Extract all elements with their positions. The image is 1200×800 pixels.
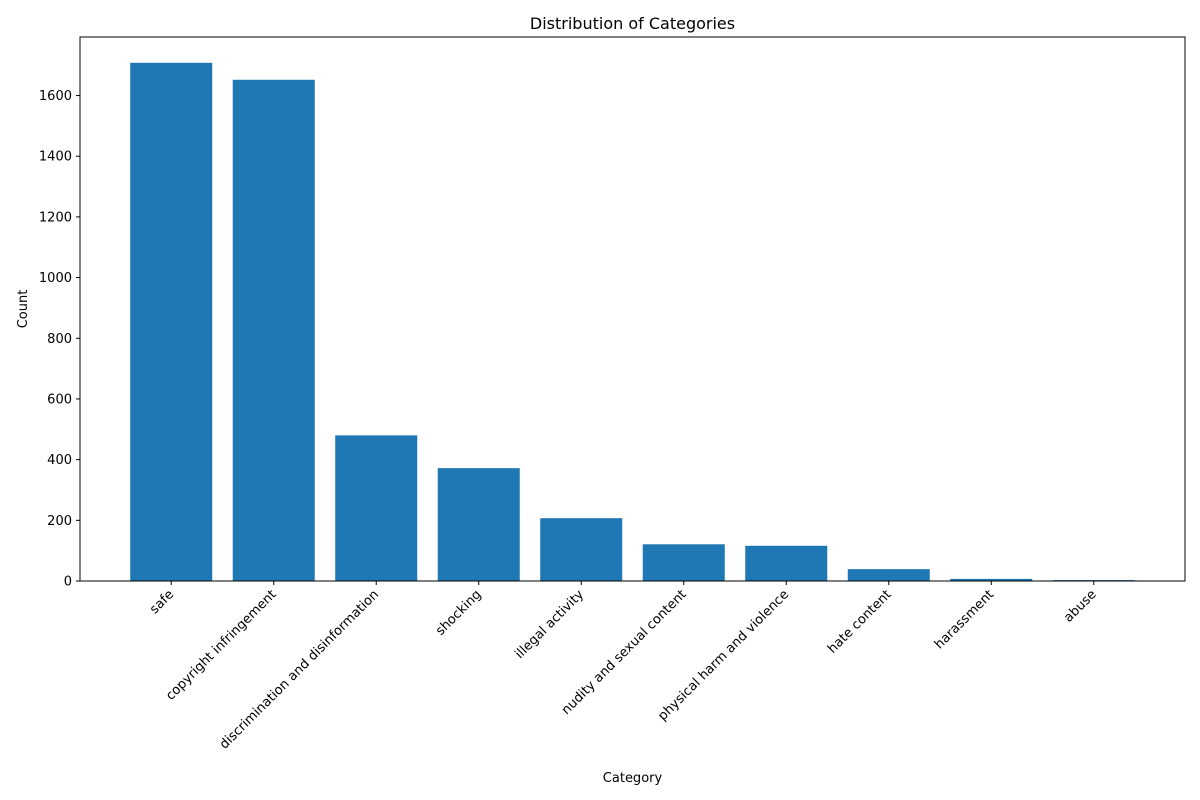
bar (232, 79, 315, 582)
bar (130, 62, 213, 581)
y-axis-title: Count (16, 290, 31, 329)
bar (540, 518, 623, 581)
bar (745, 545, 828, 581)
y-tick-label: 1200 (39, 210, 72, 225)
bar (642, 544, 725, 581)
y-tick-label: 800 (47, 332, 72, 347)
y-tick-label: 1000 (39, 271, 72, 286)
chart-title: Distribution of Categories (530, 14, 735, 33)
bar (847, 569, 930, 581)
plot-frame (79, 36, 1186, 582)
x-axis-title: Category (603, 771, 663, 786)
bar (950, 578, 1033, 581)
y-tick-label: 1400 (39, 150, 72, 165)
y-tick-label: 400 (47, 453, 72, 468)
bar (335, 435, 418, 581)
y-tick-label: 200 (47, 514, 72, 529)
y-tick-label: 1600 (39, 89, 72, 104)
y-tick-label: 600 (47, 392, 72, 407)
y-tick-label: 0 (64, 575, 72, 590)
bar (437, 468, 520, 581)
